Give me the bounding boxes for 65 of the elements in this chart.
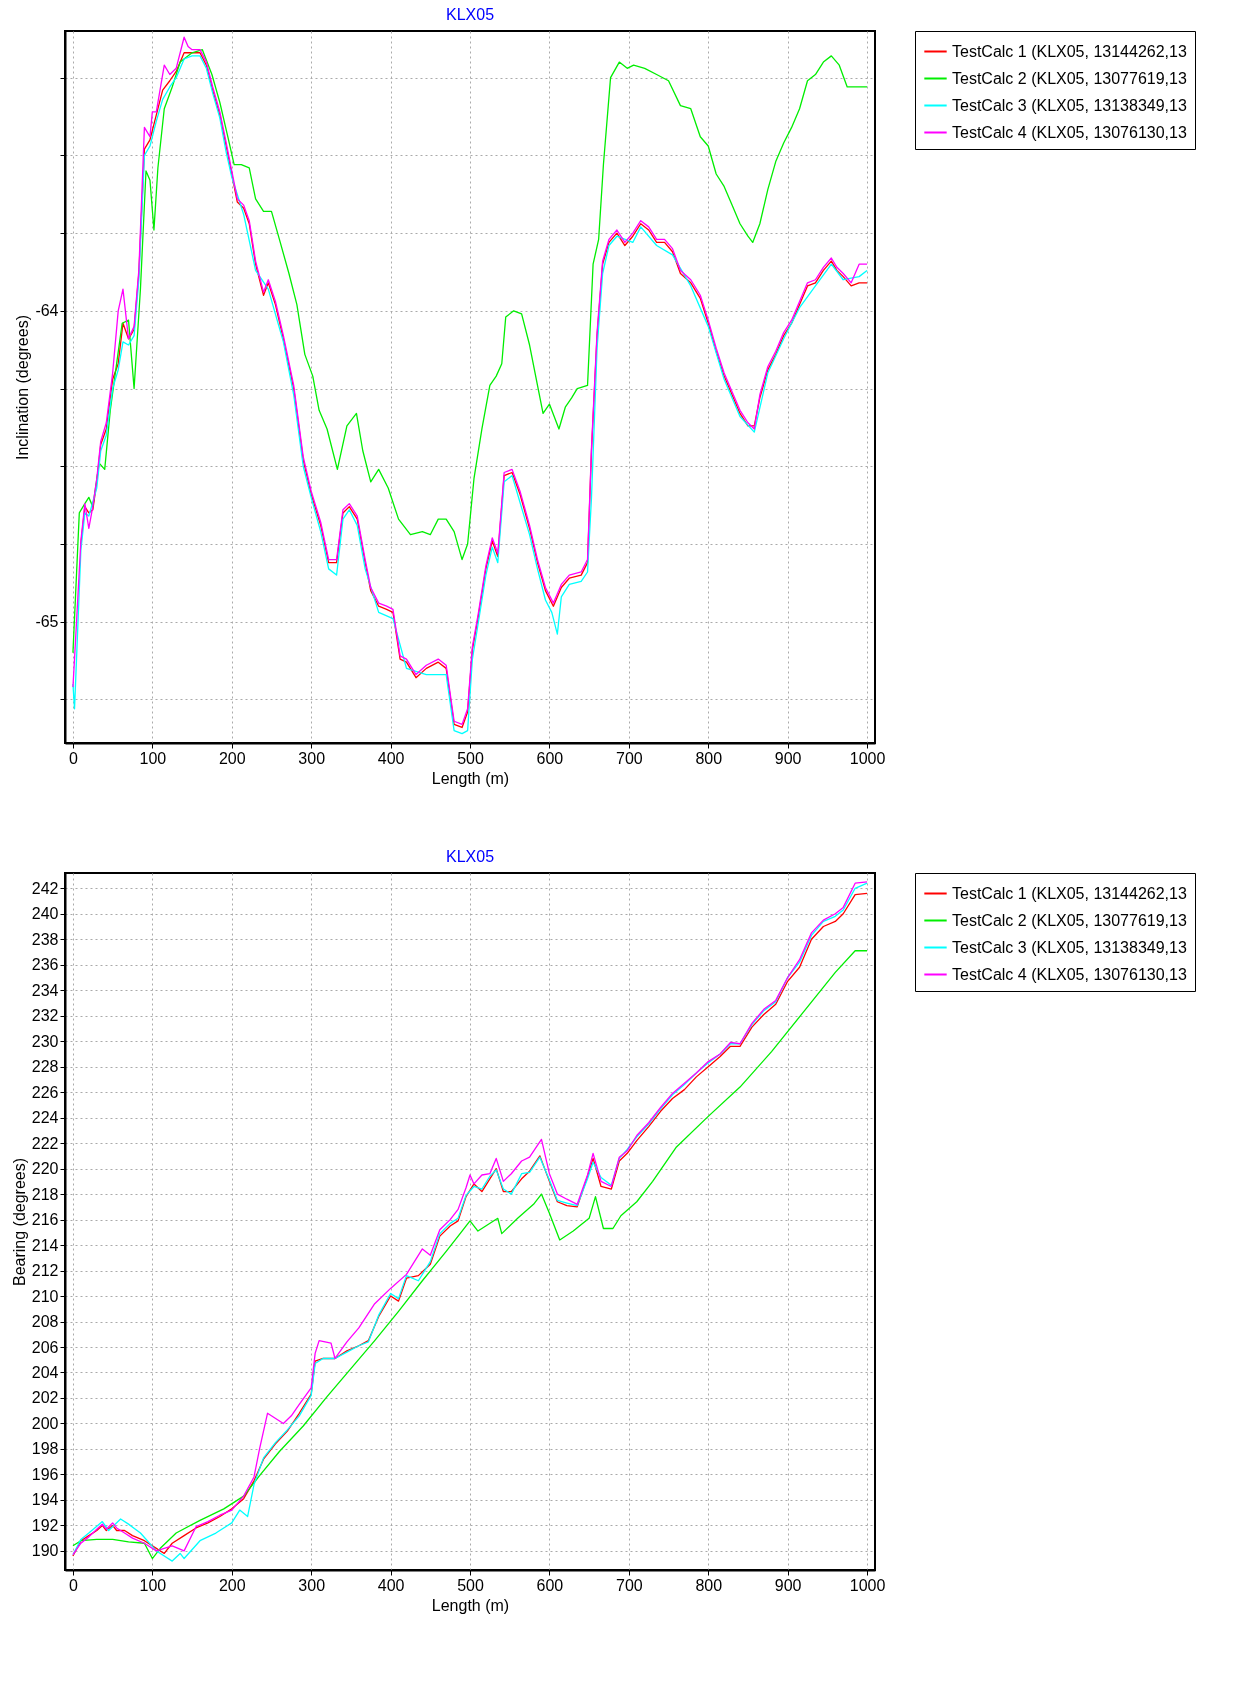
- chart-title: KLX05: [445, 847, 495, 865]
- y-tick-label: 218: [31, 1185, 59, 1203]
- x-tick-label: 300: [298, 1576, 326, 1594]
- x-tick-label: 500: [457, 1576, 484, 1594]
- y-tick-label: 192: [31, 1516, 59, 1534]
- x-tick-label: 900: [774, 1576, 802, 1594]
- x-tick-label: 1000: [849, 749, 886, 767]
- y-tick-label: 206: [31, 1338, 59, 1356]
- x-tick-label: 500: [457, 749, 484, 767]
- x-tick-label: 600: [536, 1576, 564, 1594]
- legend-label: TestCalc 3 (KLX05, 13138349,13: [952, 938, 1187, 956]
- y-tick-label: 226: [31, 1083, 59, 1101]
- y-tick-label: 202: [31, 1389, 59, 1407]
- y-tick-label: 240: [31, 905, 59, 923]
- x-tick-label: 0: [68, 1576, 78, 1594]
- y-tick-label: 234: [31, 981, 59, 999]
- x-tick-label: 600: [536, 749, 564, 767]
- y-tick-label: 214: [31, 1236, 59, 1254]
- y-tick-label: 232: [31, 1007, 59, 1025]
- x-tick-label: 1000: [849, 1576, 886, 1594]
- legend-label: TestCalc 4 (KLX05, 13076130,13: [952, 965, 1187, 983]
- y-tick-label: 230: [31, 1032, 59, 1050]
- x-tick-label: 0: [68, 749, 78, 767]
- x-tick-label: 400: [377, 1576, 405, 1594]
- y-tick-label: 212: [31, 1262, 59, 1280]
- x-tick-label: 900: [774, 749, 802, 767]
- legend-label: TestCalc 1 (KLX05, 13144262,13: [952, 884, 1187, 902]
- y-tick-label: 190: [31, 1542, 59, 1560]
- x-tick-label: 300: [298, 749, 326, 767]
- x-axis-title: Length (m): [431, 1596, 510, 1614]
- x-tick-label: 800: [695, 1576, 723, 1594]
- y-tick-label: 228: [31, 1058, 59, 1076]
- y-tick-label: 194: [31, 1491, 59, 1509]
- x-tick-label: 700: [615, 749, 643, 767]
- y-tick-label: 222: [31, 1134, 59, 1152]
- x-tick-label: 200: [218, 1576, 246, 1594]
- y-tick-label: 198: [31, 1440, 59, 1458]
- legend-label: TestCalc 2 (KLX05, 13077619,13: [952, 69, 1187, 87]
- legend-label: TestCalc 3 (KLX05, 13138349,13: [952, 96, 1187, 114]
- x-tick-label: 400: [377, 749, 405, 767]
- chart-title: KLX05: [445, 5, 495, 23]
- legend-label: TestCalc 2 (KLX05, 13077619,13: [952, 911, 1187, 929]
- y-tick-label: -65: [35, 613, 59, 631]
- x-tick-label: 100: [139, 749, 167, 767]
- x-tick-label: 700: [615, 1576, 643, 1594]
- y-axis-title: Bearing (degrees): [10, 1157, 28, 1287]
- y-tick-label: 204: [31, 1364, 59, 1381]
- x-tick-label: 800: [695, 749, 723, 767]
- y-tick-label: -64: [35, 302, 59, 320]
- y-tick-label: 236: [31, 956, 59, 974]
- y-tick-label: 220: [31, 1160, 59, 1178]
- x-tick-label: 100: [139, 1576, 167, 1594]
- y-tick-label: 200: [31, 1414, 59, 1432]
- x-tick-label: 200: [218, 749, 246, 767]
- y-tick-label: 216: [31, 1211, 59, 1229]
- y-tick-label: 238: [31, 930, 59, 948]
- y-axis-title: Inclination (degrees): [14, 315, 32, 460]
- y-tick-label: 208: [31, 1313, 59, 1331]
- y-tick-label: 224: [31, 1109, 59, 1127]
- legend-label: TestCalc 1 (KLX05, 13144262,13: [952, 42, 1187, 60]
- x-axis-title: Length (m): [431, 769, 510, 787]
- y-tick-label: 210: [31, 1287, 59, 1305]
- y-tick-label: 242: [31, 879, 59, 897]
- legend-label: TestCalc 4 (KLX05, 13076130,13: [952, 123, 1187, 141]
- y-tick-label: 196: [31, 1465, 59, 1483]
